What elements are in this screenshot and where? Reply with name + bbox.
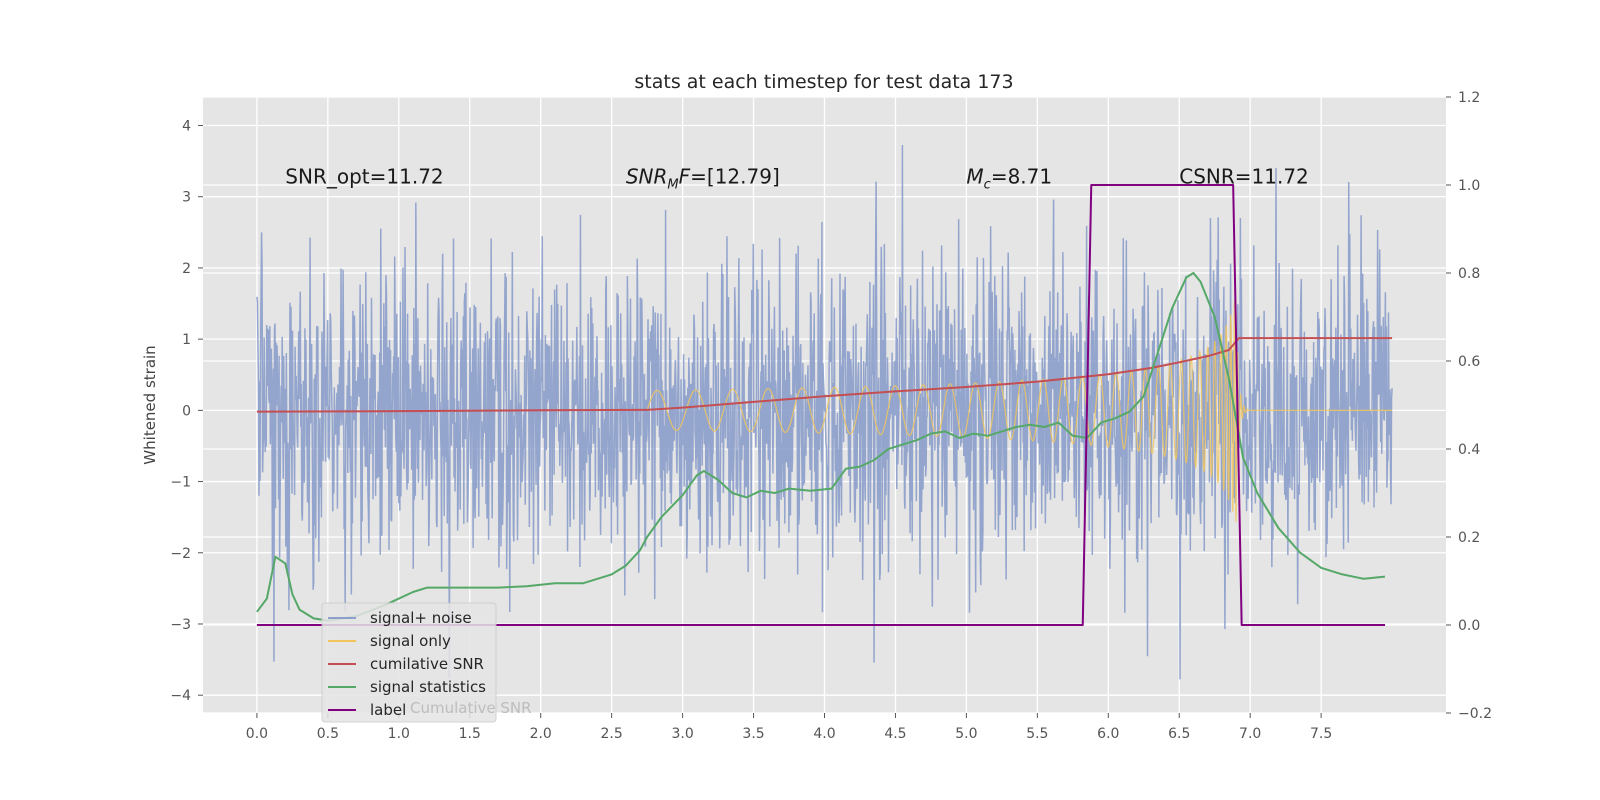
x-tick-label: 6.5 [1168, 726, 1190, 742]
y-axis-label: Whitened strain [141, 345, 159, 464]
y2-tick-label: 0.6 [1458, 354, 1480, 370]
y-tick-label: −1 [170, 475, 191, 491]
legend-ghost-text: Cumulative SNR [410, 699, 532, 717]
y-tick-label: −3 [170, 617, 191, 633]
axes: 0.0 0.5 1.0 1.5 2.0 2.5 3.0 3.5 4.0 4.5 5.0 5.5 6.0 6… [170, 90, 1492, 742]
y-tick-label: −2 [170, 546, 191, 562]
annotation-text: CSNR=11.72 [1179, 164, 1309, 188]
series-signal-noise [256, 145, 1393, 680]
x-tick-label: 3.0 [671, 726, 693, 742]
y2-tick-label: 0.2 [1458, 530, 1480, 546]
x-tick-label: 5.5 [1026, 726, 1048, 742]
y-tick-label: 3 [182, 190, 191, 206]
y-tick-label: 0 [182, 403, 191, 419]
series-signal-only [646, 300, 1393, 523]
annotation-text: SNRMF=[12.79] [626, 164, 780, 192]
annotation-text: SNR_opt=11.72 [285, 164, 443, 188]
line-label [256, 184, 1385, 626]
line-signal-noise [256, 145, 1393, 680]
x-tick-label: 3.5 [742, 726, 764, 742]
x-tick-label: 4.5 [884, 726, 906, 742]
y2-tick-label: −0.2 [1458, 706, 1492, 722]
chart-title: stats at each timestep for test data 173 [634, 71, 1013, 93]
annotations: SNR_opt=11.72 SNRMF=[12.79] Mc=8.71 CSNR=11… [285, 164, 1308, 192]
legend-entry-label: signal+ noise [370, 609, 472, 627]
y-tick-label: 2 [182, 261, 191, 277]
x-tick-label: 7.0 [1239, 726, 1261, 742]
legend-entry-label: cumilative SNR [370, 655, 484, 673]
y2-tick-label: 1.0 [1458, 178, 1480, 194]
legend-entry-label: signal only [370, 632, 451, 650]
legend-entry-label: signal statistics [370, 678, 486, 696]
y-tick-label: −4 [170, 688, 191, 704]
x-tick-label: 4.0 [813, 726, 835, 742]
x-tick-label: 7.5 [1310, 726, 1332, 742]
x-tick-label: 1.5 [459, 726, 481, 742]
x-tick-label: 1.0 [388, 726, 410, 742]
x-tick-label: 0.5 [317, 726, 339, 742]
x-tick-label: 6.0 [1097, 726, 1119, 742]
legend: Cumulative SNR signal+ noise signal only cu… [321, 602, 532, 723]
line-cumulative-snr [256, 337, 1393, 413]
y-tick-label: 4 [182, 118, 191, 134]
x-tick-label: 2.5 [601, 726, 623, 742]
x-tick-label: 2.0 [530, 726, 552, 742]
y-tick-label: 1 [182, 332, 191, 348]
series-lines [256, 184, 1393, 626]
y2-tick-label: 0.4 [1458, 442, 1480, 458]
line-signal-statistics [256, 272, 1386, 622]
y2-tick-label: 0.8 [1458, 266, 1480, 282]
legend-entry-label: label [370, 701, 406, 719]
y2-tick-label: 1.2 [1458, 90, 1480, 106]
x-tick-label: 0.0 [246, 726, 268, 742]
line-signal-only [646, 300, 1393, 523]
annotation-text: Mc=8.71 [966, 164, 1052, 192]
legend-box [321, 602, 497, 723]
x-tick-label: 5.0 [955, 726, 977, 742]
y2-tick-label: 0.0 [1458, 618, 1480, 634]
